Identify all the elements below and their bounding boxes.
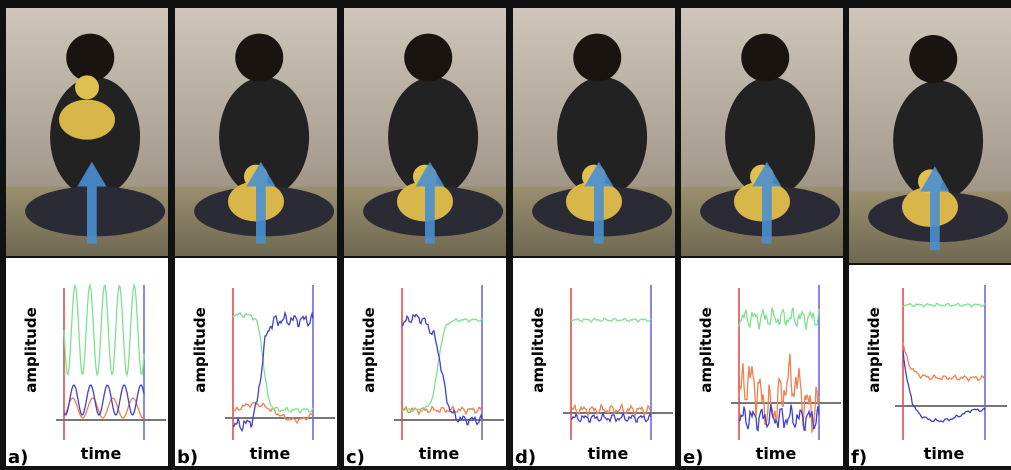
curve	[63, 384, 145, 416]
panel-label: e)	[683, 447, 703, 468]
panel: amplitude time b)	[175, 8, 337, 468]
curve	[570, 411, 652, 424]
panel-label: c)	[346, 447, 365, 468]
x-label: time	[924, 444, 965, 463]
person-body	[219, 76, 310, 197]
plot-bg	[344, 258, 506, 466]
curve	[902, 350, 986, 423]
y-label: amplitude	[191, 307, 209, 393]
person-head	[573, 33, 622, 82]
panel-label: a)	[8, 447, 28, 468]
panel: amplitude time d)	[513, 8, 675, 468]
plot-bg	[175, 258, 337, 466]
curve	[738, 307, 820, 330]
curve	[902, 302, 986, 309]
person-head	[909, 35, 958, 83]
plot-bg	[513, 258, 675, 466]
plot-bg	[681, 258, 843, 466]
y-label: amplitude	[529, 307, 547, 393]
person-body	[725, 76, 816, 197]
person-head	[235, 33, 284, 82]
plot-bg	[6, 258, 168, 466]
x-label: time	[250, 444, 291, 463]
curve	[232, 311, 314, 415]
person-body	[557, 76, 648, 197]
panel: amplitude time f)	[849, 8, 1011, 468]
panel: amplitude time e)	[681, 8, 843, 468]
panel-label: d)	[515, 447, 536, 468]
curve	[738, 353, 820, 435]
arrow	[246, 161, 276, 244]
y-label: amplitude	[360, 307, 378, 393]
plot-bg	[849, 265, 1011, 466]
person-head	[404, 33, 453, 82]
curve	[401, 317, 483, 413]
x-label: time	[419, 444, 460, 463]
curve	[63, 282, 145, 378]
doll-head	[75, 75, 99, 100]
panel-label: f)	[851, 447, 867, 468]
curve	[401, 405, 483, 416]
person-head	[66, 33, 115, 82]
y-label: amplitude	[22, 307, 40, 393]
curve	[401, 313, 483, 426]
person-body	[388, 76, 479, 197]
arrow	[415, 161, 445, 244]
arrow	[752, 161, 782, 244]
arrow	[77, 161, 107, 244]
curve	[738, 404, 820, 432]
curve	[570, 317, 652, 324]
y-label: amplitude	[697, 307, 715, 393]
y-label: amplitude	[865, 307, 883, 393]
arrow	[920, 166, 950, 251]
x-label: time	[81, 444, 122, 463]
curve	[63, 397, 145, 419]
panel: amplitude time c)	[344, 8, 506, 468]
person-head	[741, 33, 790, 82]
arrow	[584, 161, 614, 244]
panel: amplitude time a)	[6, 8, 168, 468]
person-body	[893, 80, 984, 201]
x-label: time	[588, 444, 629, 463]
x-label: time	[756, 444, 797, 463]
curve	[232, 310, 314, 433]
panel-label: b)	[177, 447, 198, 468]
curve	[570, 402, 652, 419]
curve	[902, 343, 986, 383]
doll	[59, 99, 115, 140]
